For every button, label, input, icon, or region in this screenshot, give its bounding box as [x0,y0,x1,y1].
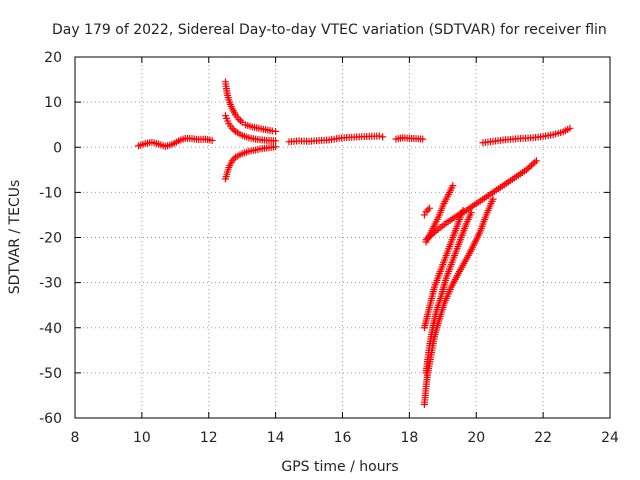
x-tick-label: 22 [534,430,552,446]
data-point [449,182,457,190]
x-tick-label: 20 [467,430,485,446]
data-point [522,166,530,174]
data-point [524,164,532,172]
y-tick-label: -20 [39,231,62,247]
data-point [272,137,280,145]
data-point [425,204,433,212]
y-tick-label: 20 [44,50,62,66]
data-point [566,124,574,132]
y-tick-label: 10 [44,95,62,111]
data-marks [135,78,574,408]
chart-title: Day 179 of 2022, Sidereal Day-to-day VTE… [52,22,607,38]
data-point [235,115,243,123]
axis-ticks: 8 10 12 14 16 18 20 22 24 20 10 0 -10 -20 -30 -40 -50 -60 [39,50,619,446]
x-tick-label: 16 [334,430,352,446]
grid [75,57,610,418]
data-point [375,132,383,140]
data-point [425,233,433,241]
data-point [459,206,467,214]
y-axis-label: SDTVAR / TECUs [7,180,23,295]
data-point [527,161,535,169]
data-point [237,117,245,125]
data-point [230,126,238,134]
data-point [529,160,537,168]
y-tick-label: -50 [39,366,62,382]
x-tick-label: 10 [133,430,151,446]
data-point [532,157,540,165]
data-point [208,136,216,144]
x-tick-label: 12 [200,430,218,446]
x-tick-label: 14 [267,430,285,446]
data-point [489,195,497,203]
data-point [526,163,534,171]
x-tick-label: 8 [71,430,80,446]
data-point [422,208,430,216]
y-tick-label: -30 [39,276,62,292]
y-tick-label: -40 [39,321,62,337]
data-point [420,211,428,219]
data-point [272,127,280,135]
data-point [467,209,475,217]
data-point [430,228,438,236]
y-tick-label: -60 [39,411,62,427]
data-point [379,133,387,141]
y-tick-label: 0 [53,140,62,156]
data-point [272,143,280,151]
data-point [422,236,430,244]
data-point [427,231,435,239]
data-point [424,234,432,242]
data-point [419,135,427,143]
x-tick-label: 18 [400,430,418,446]
x-tick-label: 24 [601,430,619,446]
data-point [228,124,236,132]
y-tick-label: -10 [39,185,62,201]
data-point [531,158,539,166]
data-point [424,206,432,214]
data-point [429,230,437,238]
x-axis-label: GPS time / hours [281,459,398,475]
